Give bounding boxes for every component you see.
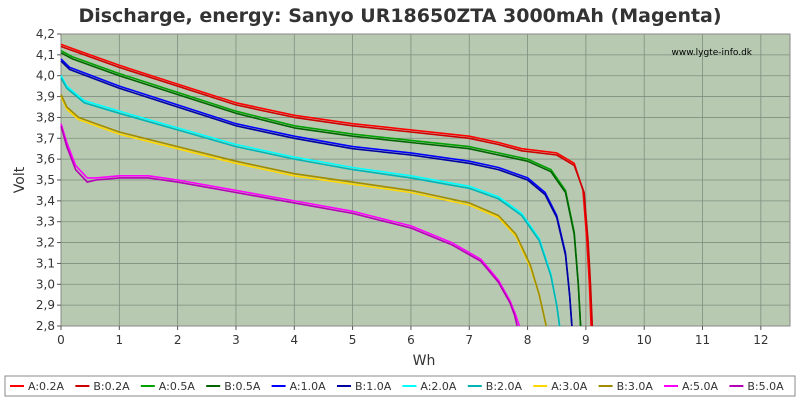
y-tick-label: 4,0 <box>36 69 55 83</box>
x-tick-label: 3 <box>232 333 240 347</box>
x-tick-label: 9 <box>582 333 590 347</box>
x-tick-label: 2 <box>174 333 182 347</box>
legend-entry: A:3.0A <box>551 380 588 393</box>
y-tick-labels: 2,8 2,9 3,0 3,1 3,2 3,3 3,4 3,5 3,6 3,7 3,8 3,9 4,0 4… <box>36 27 55 333</box>
y-tick-label: 3,1 <box>36 256 55 270</box>
x-axis-label: Wh <box>413 353 436 369</box>
x-tick-label: 5 <box>349 333 357 347</box>
y-tick-label: 3,3 <box>36 215 55 229</box>
y-tick-label: 3,5 <box>36 173 55 187</box>
y-tick-label: 3,7 <box>36 131 55 145</box>
legend-entry: B:5.0A <box>747 380 784 393</box>
y-tick-label: 3,6 <box>36 152 55 166</box>
legend-entry: A:1.0A <box>290 380 327 393</box>
x-tick-label: 11 <box>695 333 710 347</box>
x-tick-label: 6 <box>407 333 415 347</box>
legend-entry: B:0.2A <box>93 380 130 393</box>
y-tick-label: 3,9 <box>36 90 55 104</box>
legend-entry: A:5.0A <box>682 380 719 393</box>
x-tick-label: 1 <box>115 333 123 347</box>
y-tick-label: 4,2 <box>36 27 55 41</box>
y-tick-label: 2,8 <box>36 319 55 333</box>
legend-entry: A:2.0A <box>420 380 457 393</box>
x-tick-label: 8 <box>524 333 532 347</box>
legend-entry: A:0.5A <box>159 380 196 393</box>
x-tick-label: 7 <box>465 333 473 347</box>
x-tick-label: 0 <box>57 333 65 347</box>
x-tick-label: 10 <box>637 333 652 347</box>
y-tick-label: 3,4 <box>36 194 55 208</box>
y-tick-label: 2,9 <box>36 298 55 312</box>
series-line-1 <box>60 43 592 327</box>
series-lines <box>60 43 594 327</box>
watermark: www.lygte-info.dk <box>672 48 753 58</box>
y-tick-label: 4,1 <box>36 48 55 62</box>
legend-entry: B:2.0A <box>486 380 523 393</box>
series-line-4 <box>60 52 582 327</box>
y-tick-label: 3,0 <box>36 277 55 291</box>
x-tick-label: 4 <box>290 333 298 347</box>
legend: A:0.2A B:0.2A A:0.5A B:0.5A A:1.0A B:1.0A A:2.… <box>10 380 784 393</box>
series-line-8 <box>60 77 561 327</box>
legend-entry: A:0.2A <box>28 380 65 393</box>
series-line-12 <box>60 125 518 327</box>
legend-entry: B:1.0A <box>355 380 392 393</box>
legend-box <box>4 375 796 397</box>
legend-entry: B:3.0A <box>617 380 654 393</box>
x-tick-labels: 0 1 2 3 4 5 6 7 8 9 10 11 12 <box>57 333 768 347</box>
y-tick-label: 3,2 <box>36 236 55 250</box>
y-axis-label: Volt <box>12 166 28 193</box>
legend-entry: B:0.5A <box>224 380 261 393</box>
series-line-2 <box>60 45 594 327</box>
series-line-6 <box>60 60 573 327</box>
series-line-11 <box>60 123 521 327</box>
series-line-10 <box>60 94 547 327</box>
grid-lines <box>57 33 790 330</box>
x-tick-label: 12 <box>753 333 768 347</box>
chart-title: Discharge, energy: Sanyo UR18650ZTA 3000… <box>78 5 721 27</box>
y-tick-label: 3,8 <box>36 110 55 124</box>
